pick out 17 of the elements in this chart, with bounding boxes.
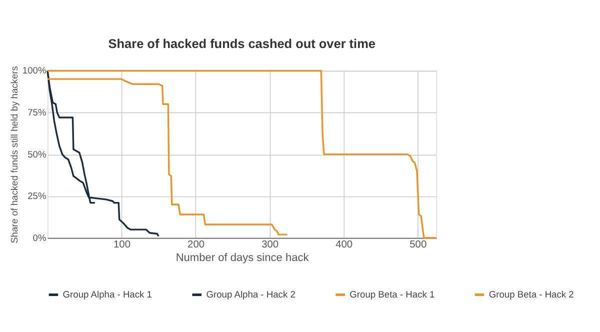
y-tick-label: 100% <box>22 66 46 76</box>
x-tick-label: 400 <box>336 240 353 251</box>
x-axis-title: Number of days since hack <box>176 252 310 264</box>
x-tick-label: 200 <box>188 240 205 251</box>
x-tick-label: 100 <box>113 240 131 251</box>
y-tick-label: 75% <box>28 107 46 118</box>
chart-title: Share of hacked funds cashed out over time <box>108 36 376 51</box>
y-axis-title: Share of hacked funds still held by hackers <box>9 66 20 244</box>
x-tick-label: 500 <box>410 240 427 251</box>
y-tick-label: 0% <box>32 232 46 243</box>
legend-label: Group Beta - Hack 1 <box>350 289 435 300</box>
y-tick-label: 50% <box>28 149 46 160</box>
legend-label: Group Alpha - Hack 1 <box>62 289 152 300</box>
y-tick-label: 25% <box>28 191 46 202</box>
legend-label: Group Beta - Hack 2 <box>488 289 574 300</box>
x-tick-label: 300 <box>262 240 279 251</box>
legend-label: Group Alpha - Hack 2 <box>206 289 296 300</box>
